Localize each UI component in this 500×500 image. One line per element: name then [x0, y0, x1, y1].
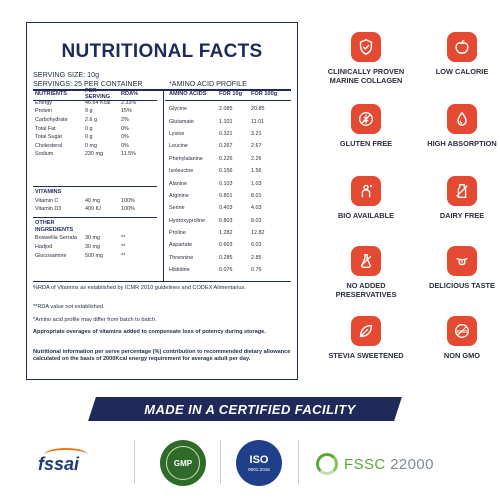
table-row: Histidine 0.076 0.76	[169, 267, 262, 274]
logo-separator	[134, 440, 135, 484]
column-divider	[163, 89, 164, 281]
divider-vitamins	[33, 186, 157, 187]
note-amino: *Amino acid profile may differ from batc…	[33, 317, 157, 323]
table-row: Cholesterol 0 mg 0%	[35, 142, 129, 149]
feature-no-preservatives: NO ADDED PRESERVATIVES	[316, 246, 416, 299]
amino-acid-rows: Glycine 2.085 20.85 Glutamate 1.101 11.01 Lysi…	[169, 103, 279, 276]
panel-title: NUTRITIONAL FACTS	[61, 41, 263, 62]
table-row: Aspartate 0.603 6.03	[169, 242, 262, 249]
divider-amino-header	[165, 100, 291, 101]
nutrients-table: NUTRIENTS PER SERVING RDA% Energy 46.64 K…	[35, 88, 147, 159]
gmp-logo: GMP	[160, 440, 206, 486]
feature-non-gmo: GMO NON GMO	[412, 316, 500, 361]
note-nutritional: Nutritional information per serve percen…	[33, 349, 291, 363]
table-row: Energy 46.64 Kcal 2.33%	[35, 99, 137, 106]
fssai-arc-icon	[44, 448, 88, 462]
feature-stevia-sweetened: STEVIA SWEETENED	[316, 316, 416, 361]
shield-check-icon	[351, 32, 381, 62]
table-row: Isoleucine 0.156 1.56	[169, 168, 262, 175]
note-rda: %RDA of Vitamins as established by ICMR …	[33, 285, 246, 291]
vitamins-table: VITAMINS Vitamin C 40 mg 100% Vitamin D3 40…	[35, 188, 147, 214]
table-row: Threonine 0.285 2.85	[169, 254, 262, 261]
feature-high-absorption: HIGH ABSORPTION	[412, 104, 500, 149]
gmp-seal-icon: GMP	[166, 446, 200, 480]
table-row: Glutamate 1.101 11.01	[169, 118, 265, 125]
servings: SERVINGS: 25 PER CONTAINER	[33, 79, 143, 88]
table-row: Hadjod 30 mg **	[35, 244, 126, 251]
amino-header: AMINO ACIDS FOR 10g FOR 100g	[169, 91, 278, 98]
bio-available-icon	[351, 176, 381, 206]
leaf-icon	[351, 316, 381, 346]
table-row: Serine 0.403 4.03	[169, 205, 262, 212]
tongue-icon	[447, 246, 477, 276]
serving-size: SERVING SIZE: 10g	[33, 70, 100, 79]
table-row: Hydroxyproline 0.803 8.03	[169, 217, 262, 224]
logo-separator	[220, 440, 221, 484]
other-ingredients-title: OTHER INGREDIENTS	[35, 220, 74, 233]
table-row: Total Sugar 0 g 0%	[35, 134, 129, 141]
absorption-icon	[447, 104, 477, 134]
note-overages: Appropriate overages of vitamins added t…	[33, 329, 266, 335]
fssc-logo: FSSC 22000	[316, 452, 486, 476]
feature-dairy-free: DAIRY FREE	[412, 176, 500, 221]
non-gmo-icon: GMO	[447, 316, 477, 346]
certified-facility-banner: MADE IN A CERTIFIED FACILITY	[0, 396, 500, 422]
amino-profile-title: *AMINO ACID PROFILE	[169, 79, 247, 88]
divider-nutrients-header	[33, 100, 157, 101]
table-row: Arginine 0.801 8.01	[169, 192, 262, 199]
amino-acid-table: AMINO ACIDS FOR 10g FOR 100g	[169, 90, 279, 99]
dairy-free-icon	[447, 176, 477, 206]
logo-separator	[298, 440, 299, 484]
table-row: Phenylalanine 0.226 2.26	[169, 155, 262, 162]
table-row: Glucosamine 500 mg **	[35, 252, 126, 259]
feature-bio-available: BIO AVAILABLE	[316, 176, 416, 221]
table-row: Proline 1.282 12.82	[169, 230, 265, 237]
table-row: Glycine 2.085 20.85	[169, 106, 265, 113]
divider-top	[33, 89, 291, 91]
table-row: Boswellia Serrata 30 mg **	[35, 235, 126, 242]
gluten-free-icon	[351, 104, 381, 134]
other-ingredients-table: OTHER INGREDIENTS Boswellia Serrata 30 mg…	[35, 220, 159, 260]
iso-logo: ISO 9001:2015	[236, 440, 282, 486]
table-row: Carbohydrate 2.6 g 2%	[35, 117, 129, 124]
table-row: Lysine 0.321 3.21	[169, 130, 262, 137]
banner-text: MADE IN A CERTIFIED FACILITY	[144, 402, 356, 417]
divider-other	[33, 217, 157, 218]
feature-low-calorie: LOW CALORIE	[412, 32, 500, 77]
certification-logos: fssai GMP ISO 9001:2015 FSSC 22000	[0, 432, 500, 492]
nutrition-panel: NUTRITIONAL FACTS SERVING SIZE: 10g SERV…	[26, 22, 298, 380]
divider-bottom	[33, 281, 291, 282]
table-row: Vitamin C 40 mg 100%	[35, 197, 135, 204]
note-rda-na: **RDA value not established.	[33, 304, 105, 310]
feature-delicious-taste: DELICIOUS TASTE	[412, 246, 500, 291]
apple-icon	[447, 32, 477, 62]
table-row: Alanine 0.103 1.03	[169, 180, 262, 187]
table-row: Vitamin D3 400 IU 100%	[35, 206, 135, 213]
table-row: Sodium 230 mg 11.5%	[35, 151, 136, 158]
no-preservatives-icon	[351, 246, 381, 276]
table-row: Leucine 0.267 2.67	[169, 143, 262, 150]
fssc-ring-icon	[316, 453, 338, 475]
feature-clinically-proven: CLINICALLY PROVEN MARINE COLLAGEN	[316, 32, 416, 85]
vitamins-title: VITAMINS	[35, 189, 62, 196]
table-row: Protein 9 g 15%	[35, 108, 132, 115]
table-row: Total Fat 0 g 0%	[35, 125, 129, 132]
fssai-logo: fssai	[38, 444, 108, 482]
nutrients-header: NUTRIENTS PER SERVING RDA%	[35, 88, 139, 101]
feature-gluten-free: GLUTEN FREE	[316, 104, 416, 149]
